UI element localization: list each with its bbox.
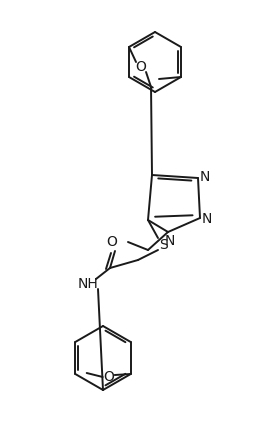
Text: O: O	[136, 60, 146, 74]
Text: N: N	[165, 234, 175, 248]
Text: S: S	[159, 238, 167, 252]
Text: O: O	[103, 370, 114, 384]
Text: N: N	[200, 170, 210, 184]
Text: O: O	[107, 235, 118, 249]
Text: NH: NH	[78, 277, 98, 291]
Text: N: N	[202, 212, 212, 226]
